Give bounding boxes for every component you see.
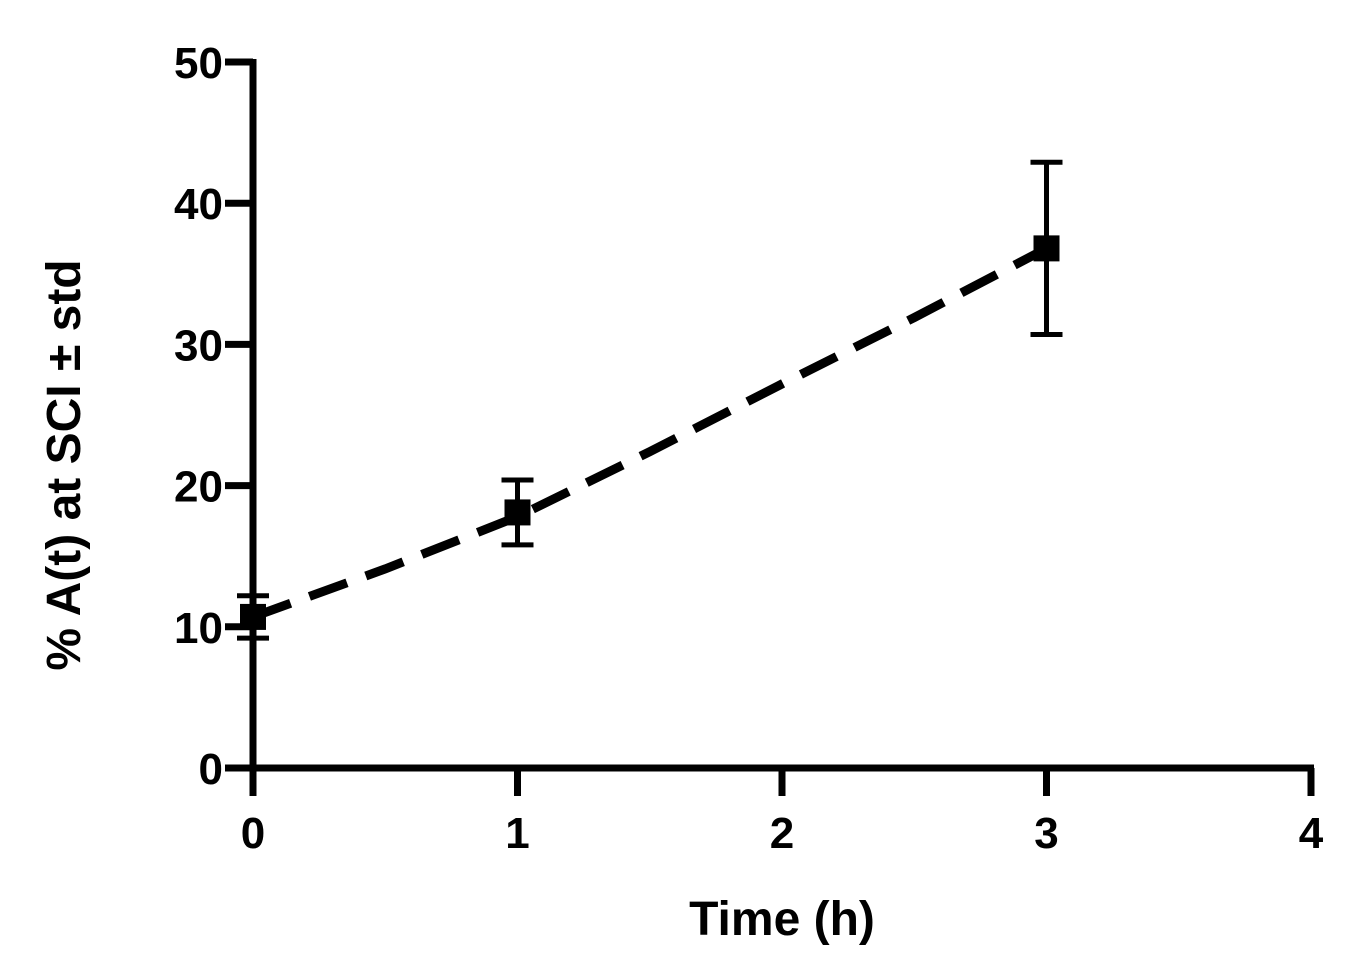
x-tick-label: 1 [505, 809, 529, 858]
data-points-layer [237, 159, 1063, 641]
x-tick-label: 2 [770, 809, 794, 858]
x-tick-label: 4 [1299, 809, 1324, 858]
fit-line-layer [251, 244, 1049, 622]
axes [249, 59, 1314, 772]
y-tick-label: 30 [174, 321, 223, 370]
y-tick-label: 0 [199, 745, 223, 794]
y-axis-title: % A(t) at SCI ± std [38, 259, 91, 670]
y-tick-label: 10 [174, 604, 223, 653]
fit-line [251, 244, 1049, 622]
x-tick-label: 0 [241, 809, 265, 858]
ticks: 0 10 20 30 40 50 0 1 2 3 4 [174, 39, 1324, 858]
y-tick-label: 20 [174, 463, 223, 512]
data-point-marker [1033, 235, 1060, 262]
y-tick-label: 50 [174, 39, 223, 88]
x-axis-title: Time (h) [689, 893, 875, 946]
x-tick-label: 3 [1034, 809, 1058, 858]
y-tick-label: 40 [174, 180, 223, 229]
data-point-marker [504, 499, 531, 526]
